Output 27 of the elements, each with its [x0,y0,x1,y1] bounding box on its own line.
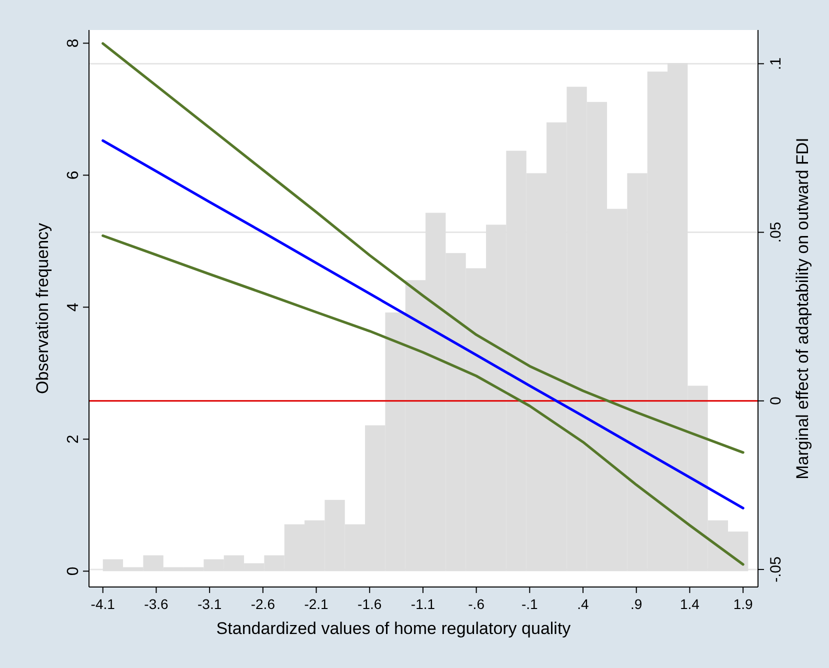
line-series [102,42,744,454]
y2-tick-label: .1 [767,57,784,70]
x-tick-label: 1.4 [680,596,700,612]
y-tick-label: 6 [65,170,82,180]
y-tick-label: 0 [65,566,82,576]
y2-axis-title: Marginal effect of adaptability on outward FDI [793,138,812,480]
x-tick-label: -3.1 [198,596,222,612]
line-series [102,139,744,510]
x-tick-label: 1.9 [733,596,754,612]
y2-tick-label: -.05 [767,556,784,582]
x-tick-label: -.6 [468,596,485,612]
y-tick-label: 8 [65,38,82,48]
x-tick-label: -3.6 [144,596,168,612]
x-tick-label: .4 [577,596,590,612]
x-tick-label: -2.1 [304,596,329,612]
x-tick-label: -1.6 [358,596,382,612]
y2-tick-label: 0 [767,396,784,406]
y-axis-title: Observation frequency [33,222,52,394]
y2-tick-label: .05 [767,222,784,243]
x-tick-label: .9 [630,596,642,612]
x-tick-label: -1.1 [410,596,436,612]
x-tick-label: -.1 [521,596,538,612]
x-tick-label: -2.6 [250,596,276,612]
x-tick-label: -4.1 [90,596,116,612]
x-axis-title: Standardized values of home regulatory quality [216,619,572,638]
y-tick-label: 2 [65,434,82,444]
y-tick-label: 4 [65,302,82,312]
